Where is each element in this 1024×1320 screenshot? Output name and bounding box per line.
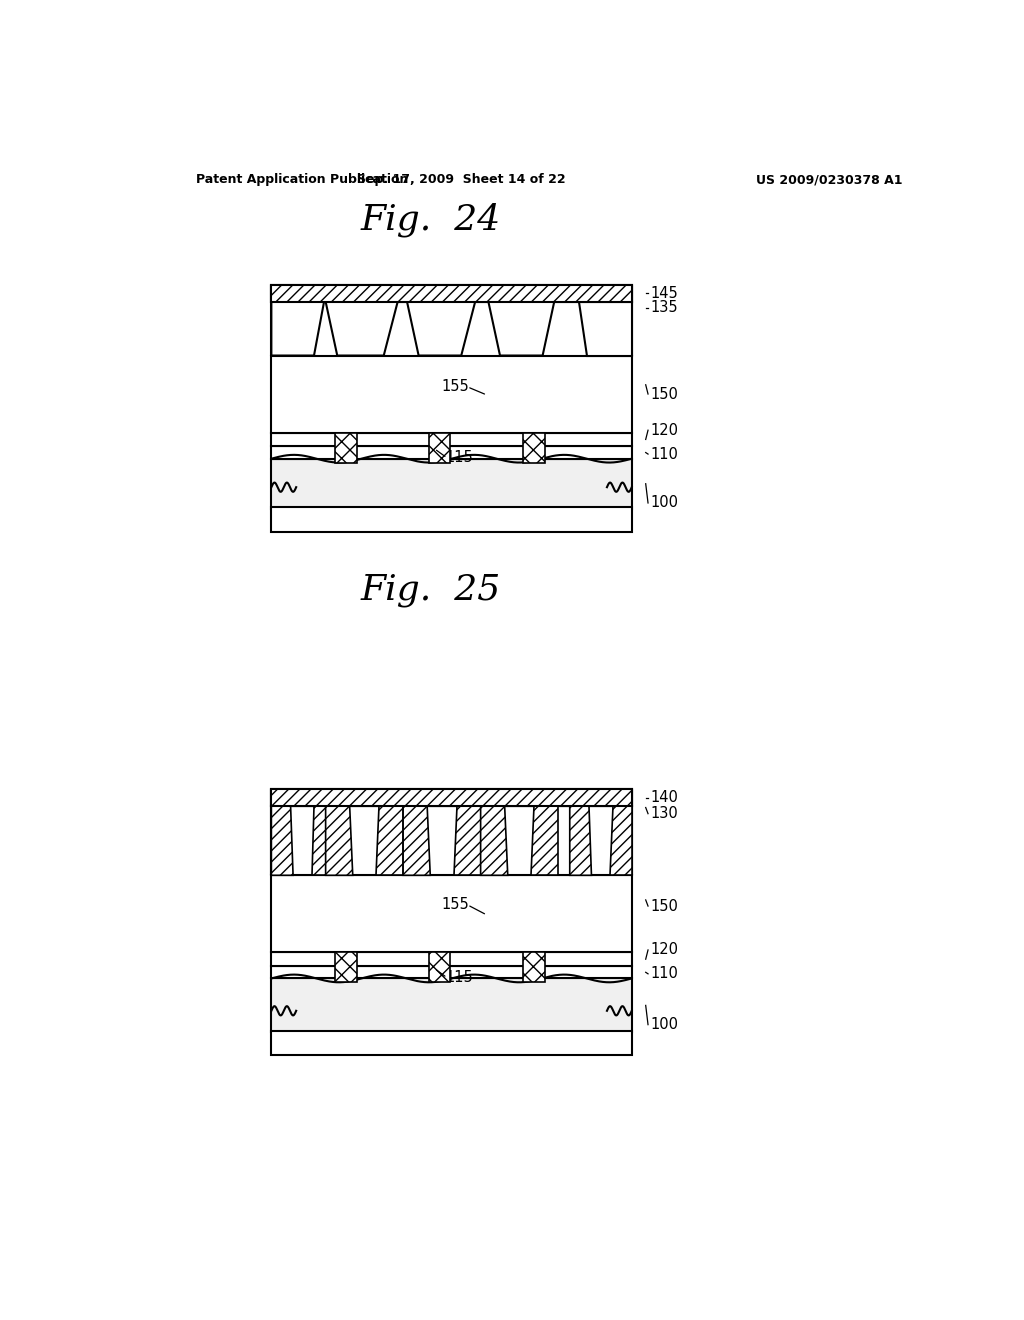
Bar	[335, 952, 356, 982]
Text: Patent Application Publication: Patent Application Publication	[197, 173, 409, 186]
Polygon shape	[376, 807, 403, 875]
Text: 155: 155	[441, 898, 469, 912]
Bar	[271, 433, 632, 446]
Bar	[271, 446, 632, 459]
Bar	[271, 507, 632, 532]
Polygon shape	[480, 807, 508, 875]
Polygon shape	[326, 807, 352, 875]
Polygon shape	[403, 807, 430, 875]
Bar	[271, 459, 632, 508]
Polygon shape	[610, 807, 632, 875]
Bar	[271, 875, 632, 952]
Bar	[271, 807, 632, 875]
Bar	[271, 978, 632, 1032]
Bar	[335, 433, 356, 462]
Text: Sep. 17, 2009  Sheet 14 of 22: Sep. 17, 2009 Sheet 14 of 22	[357, 173, 565, 186]
Text: Fig.  24: Fig. 24	[360, 203, 501, 238]
Polygon shape	[579, 302, 632, 355]
Bar	[523, 952, 545, 982]
Text: 115: 115	[445, 450, 473, 466]
Text: 130: 130	[650, 807, 678, 821]
Text: 100: 100	[650, 1018, 678, 1032]
Text: 135: 135	[650, 300, 678, 315]
Polygon shape	[488, 302, 554, 355]
Bar	[271, 789, 632, 807]
Bar	[429, 433, 451, 462]
Text: Fig.  25: Fig. 25	[360, 573, 501, 607]
Polygon shape	[271, 807, 293, 875]
Polygon shape	[407, 302, 475, 355]
Bar	[271, 1031, 632, 1056]
Bar	[523, 433, 545, 462]
Text: 110: 110	[650, 966, 678, 981]
Text: 155: 155	[441, 379, 469, 393]
Bar	[429, 952, 451, 982]
Text: 120: 120	[650, 422, 678, 438]
Text: 140: 140	[650, 789, 678, 805]
Text: 110: 110	[650, 446, 678, 462]
Polygon shape	[311, 807, 334, 875]
Polygon shape	[326, 302, 397, 355]
Polygon shape	[271, 302, 324, 355]
Text: US 2009/0230378 A1: US 2009/0230378 A1	[756, 173, 902, 186]
Text: 150: 150	[650, 899, 678, 913]
Polygon shape	[569, 807, 592, 875]
Bar	[271, 285, 632, 302]
Polygon shape	[454, 807, 480, 875]
Bar	[271, 285, 632, 302]
Text: 150: 150	[650, 387, 678, 401]
Text: 115: 115	[445, 970, 473, 985]
Polygon shape	[531, 807, 558, 875]
Bar	[271, 355, 632, 433]
Text: 120: 120	[650, 942, 678, 957]
Text: 145: 145	[650, 285, 678, 301]
Text: 100: 100	[650, 495, 678, 511]
Bar	[271, 966, 632, 978]
Bar	[271, 952, 632, 966]
Bar	[271, 789, 632, 807]
